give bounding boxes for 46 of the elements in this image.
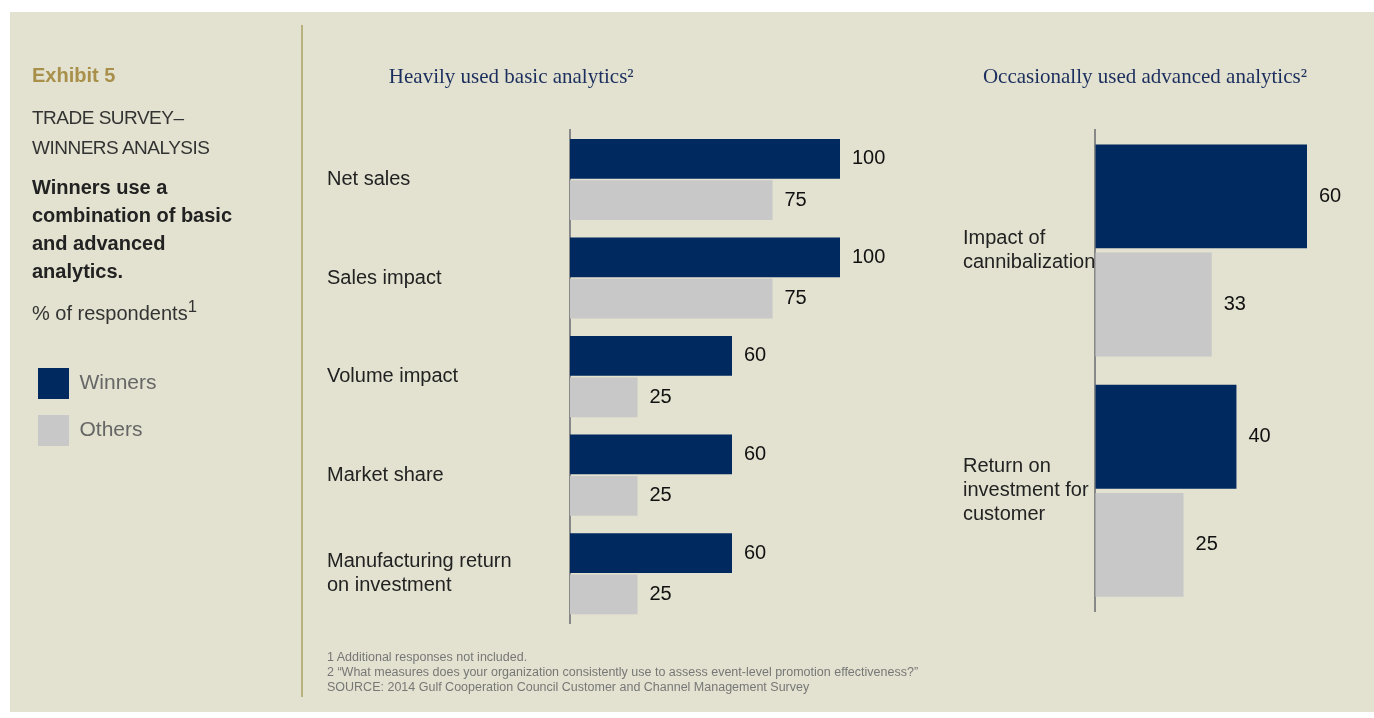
y-tick-label: Sales impact — [327, 265, 442, 288]
text: Exhibit 5 — [32, 64, 117, 87]
source-note: SOURCE: 2014 Gulf Cooperation Council Customer and Channel Management Survey — [327, 680, 811, 695]
data-label: 100 — [852, 146, 886, 169]
y-tick-label: Impact of cannibalization — [963, 225, 1096, 272]
legend-label: Others — [79, 417, 143, 441]
bar — [570, 278, 773, 319]
data-label: 75 — [784, 187, 807, 210]
bar — [1095, 252, 1212, 357]
chart-title: Heavily used basic analytics² — [388, 64, 634, 89]
bar — [1095, 492, 1184, 597]
y-tick-label: Market share — [327, 462, 444, 485]
y-tick-label: Net sales — [327, 167, 411, 189]
data-label: 25 — [649, 581, 672, 604]
data-label: 60 — [1319, 183, 1342, 206]
chart-title: Occasionally used advanced analytics² — [982, 64, 1307, 89]
legend-label: Winners — [79, 370, 157, 394]
bar — [570, 336, 732, 376]
bar — [570, 237, 840, 278]
bar — [570, 574, 638, 615]
y-tick-label: Manufacturing return on investment — [327, 549, 512, 596]
y-tick-label: Return on investment for customer — [963, 454, 1089, 525]
text: % of respondents$^{1}$ — [32, 297, 198, 325]
data-label: 33 — [1223, 292, 1246, 315]
data-label: 25 — [649, 384, 672, 407]
data-label: 100 — [852, 244, 886, 267]
bar — [570, 475, 638, 516]
data-label: 60 — [744, 540, 767, 563]
data-label: 40 — [1248, 424, 1271, 447]
text: Winners use a combination of basic and advanced analytics. — [32, 175, 234, 284]
text: TRADE SURVEY–WINNERS ANALYSIS — [32, 106, 211, 160]
text: 1 Additional responses not included. — [327, 650, 529, 665]
data-label: 60 — [744, 343, 767, 366]
bar — [570, 434, 732, 475]
bar — [570, 377, 638, 418]
data-label: 60 — [744, 441, 767, 464]
data-label: 25 — [649, 483, 672, 506]
bar — [1095, 384, 1237, 489]
bar — [570, 138, 840, 179]
y-tick-label: Volume impact — [327, 364, 459, 387]
bar — [1095, 144, 1307, 249]
data-label: 25 — [1195, 532, 1218, 555]
text: 2 “What measures does your organization consistently use to assess event-level promotion effectiveness?” — [327, 665, 919, 680]
bar — [570, 180, 773, 221]
data-label: 75 — [784, 286, 807, 309]
bar — [570, 533, 732, 573]
